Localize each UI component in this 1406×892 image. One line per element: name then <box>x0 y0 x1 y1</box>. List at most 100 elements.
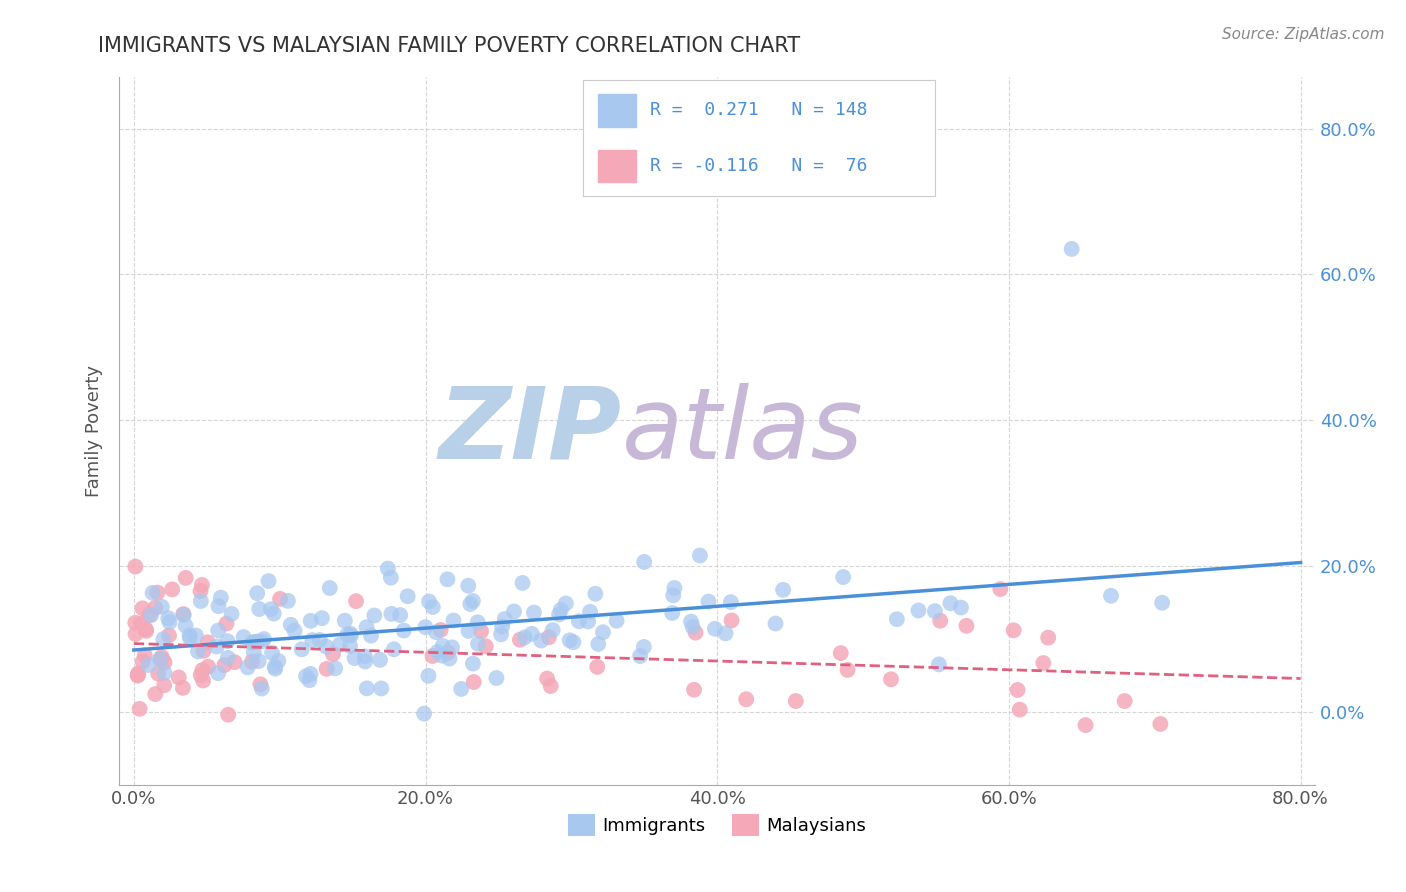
Point <box>368 653 391 667</box>
Point <box>143 600 166 615</box>
Point <box>418 669 440 683</box>
Point <box>236 660 259 674</box>
Point <box>191 663 214 677</box>
Point <box>432 639 454 653</box>
Point <box>269 591 291 606</box>
Point <box>592 625 614 640</box>
Point <box>240 635 263 649</box>
Point <box>436 572 458 586</box>
Point <box>232 630 254 644</box>
Point <box>474 640 496 654</box>
Point <box>132 655 155 669</box>
Point <box>299 667 322 681</box>
Point <box>661 606 683 620</box>
Point <box>224 655 246 669</box>
Point <box>356 620 378 634</box>
Point <box>280 617 302 632</box>
Point <box>247 654 270 668</box>
Point <box>207 624 229 638</box>
Point <box>470 624 492 639</box>
Point <box>664 581 686 595</box>
Point <box>150 650 173 665</box>
Point <box>260 602 283 616</box>
Text: R =  0.271   N = 148: R = 0.271 N = 148 <box>650 102 868 120</box>
Point <box>153 665 176 680</box>
Point <box>1032 656 1054 670</box>
Point <box>172 681 194 695</box>
Point <box>628 648 651 663</box>
Point <box>425 625 447 640</box>
Point <box>339 626 361 640</box>
Point <box>530 633 553 648</box>
Point <box>131 616 153 631</box>
Point <box>138 658 160 673</box>
Point <box>134 648 156 663</box>
Point <box>540 679 562 693</box>
Point <box>339 639 361 653</box>
Point <box>157 628 180 642</box>
Point <box>568 615 591 629</box>
Point <box>523 606 546 620</box>
Point <box>463 675 485 690</box>
Text: IMMIGRANTS VS MALAYSIAN FAMILY POVERTY CORRELATION CHART: IMMIGRANTS VS MALAYSIAN FAMILY POVERTY C… <box>98 36 800 55</box>
Point <box>907 603 929 617</box>
Point <box>370 681 392 696</box>
Point <box>413 706 436 721</box>
Bar <box>598 95 636 127</box>
Point <box>190 584 212 599</box>
Point <box>681 615 703 629</box>
Point <box>765 616 787 631</box>
Point <box>124 559 146 574</box>
Point <box>322 647 344 661</box>
Point <box>537 630 560 644</box>
Point <box>735 692 758 706</box>
Point <box>295 669 318 683</box>
Point <box>554 597 576 611</box>
Point <box>250 634 273 648</box>
Point <box>512 576 534 591</box>
Point <box>190 594 212 608</box>
Point <box>159 615 181 629</box>
Point <box>217 707 239 722</box>
Point <box>494 612 516 626</box>
Point <box>149 652 172 666</box>
Bar <box>598 150 636 182</box>
Point <box>193 644 215 658</box>
Point <box>832 570 855 584</box>
Point <box>380 571 402 585</box>
Point <box>685 625 707 640</box>
Point <box>450 681 472 696</box>
Point <box>579 605 602 619</box>
Point <box>491 620 513 634</box>
Point <box>1002 624 1025 638</box>
Point <box>439 651 461 665</box>
Point <box>548 607 571 622</box>
Point <box>167 670 190 684</box>
Point <box>377 561 399 575</box>
Point <box>263 659 285 673</box>
Point <box>703 622 725 636</box>
Point <box>503 605 526 619</box>
Point <box>253 632 276 646</box>
Point <box>267 654 290 668</box>
Point <box>633 640 655 654</box>
Point <box>217 634 239 648</box>
Point <box>249 677 271 691</box>
Point <box>489 627 512 641</box>
Point <box>184 628 207 642</box>
Point <box>260 646 283 660</box>
Point <box>264 662 287 676</box>
Point <box>187 644 209 658</box>
Point <box>720 614 742 628</box>
Point <box>353 649 375 664</box>
Point <box>837 663 859 677</box>
Point <box>127 668 149 682</box>
Point <box>988 582 1011 596</box>
Point <box>689 549 711 563</box>
Point <box>197 635 219 649</box>
Point <box>142 586 165 600</box>
Point <box>880 673 903 687</box>
Point <box>415 620 437 634</box>
Point <box>340 629 363 643</box>
Point <box>562 635 585 649</box>
